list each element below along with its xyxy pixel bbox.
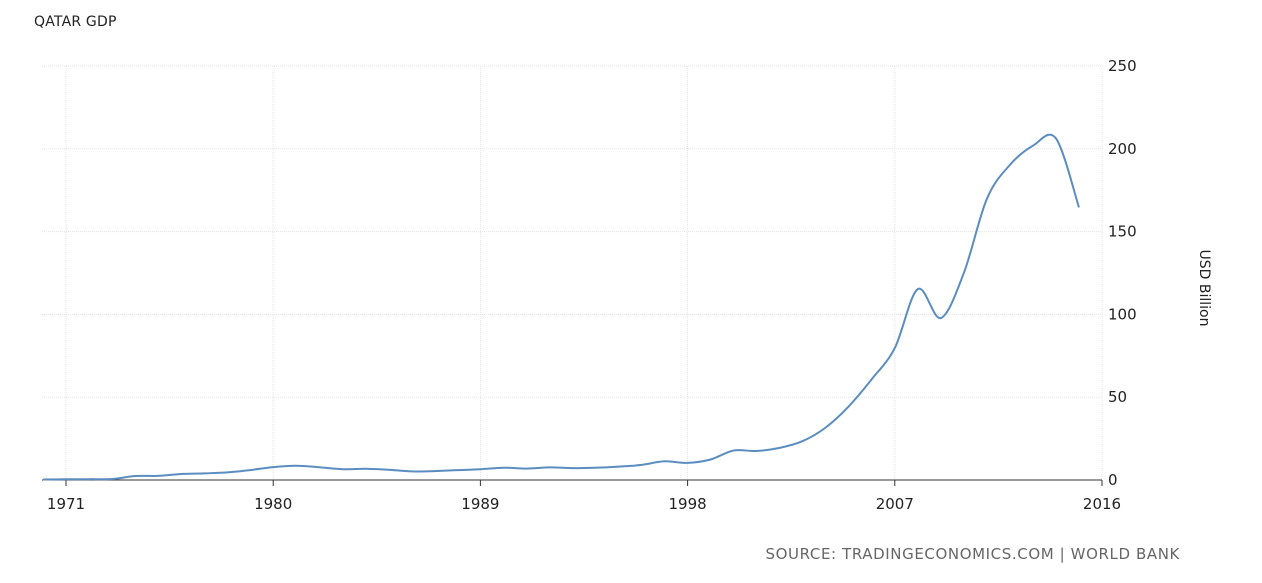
y-tick-label: 200 [1108,140,1137,158]
y-tick-label: 250 [1108,57,1137,75]
y-axis-ticks: 0 50 100 150 200 250 [1108,57,1137,489]
chart-title: QATAR GDP [34,14,117,30]
x-tick-label: 1998 [669,495,707,513]
y-tick-label: 150 [1108,223,1137,241]
y-tick-label: 100 [1108,305,1137,323]
x-tick-label: 2016 [1083,495,1121,513]
x-axis-ticks: 1971 1980 1989 1998 2007 2016 [47,495,1121,513]
y-axis-label: USD Billion [1196,250,1212,327]
x-tick-label: 1989 [461,495,499,513]
source-credit: SOURCE: TRADINGECONOMICS.COM | WORLD BAN… [765,545,1180,563]
grid-lines [42,65,1103,486]
x-tick-label: 1971 [47,495,85,513]
x-tick-label: 1980 [254,495,292,513]
x-tick-label: 2007 [876,495,914,513]
y-tick-label: 0 [1108,471,1118,489]
y-tick-label: 50 [1108,388,1127,406]
gdp-series-line [42,133,1080,481]
